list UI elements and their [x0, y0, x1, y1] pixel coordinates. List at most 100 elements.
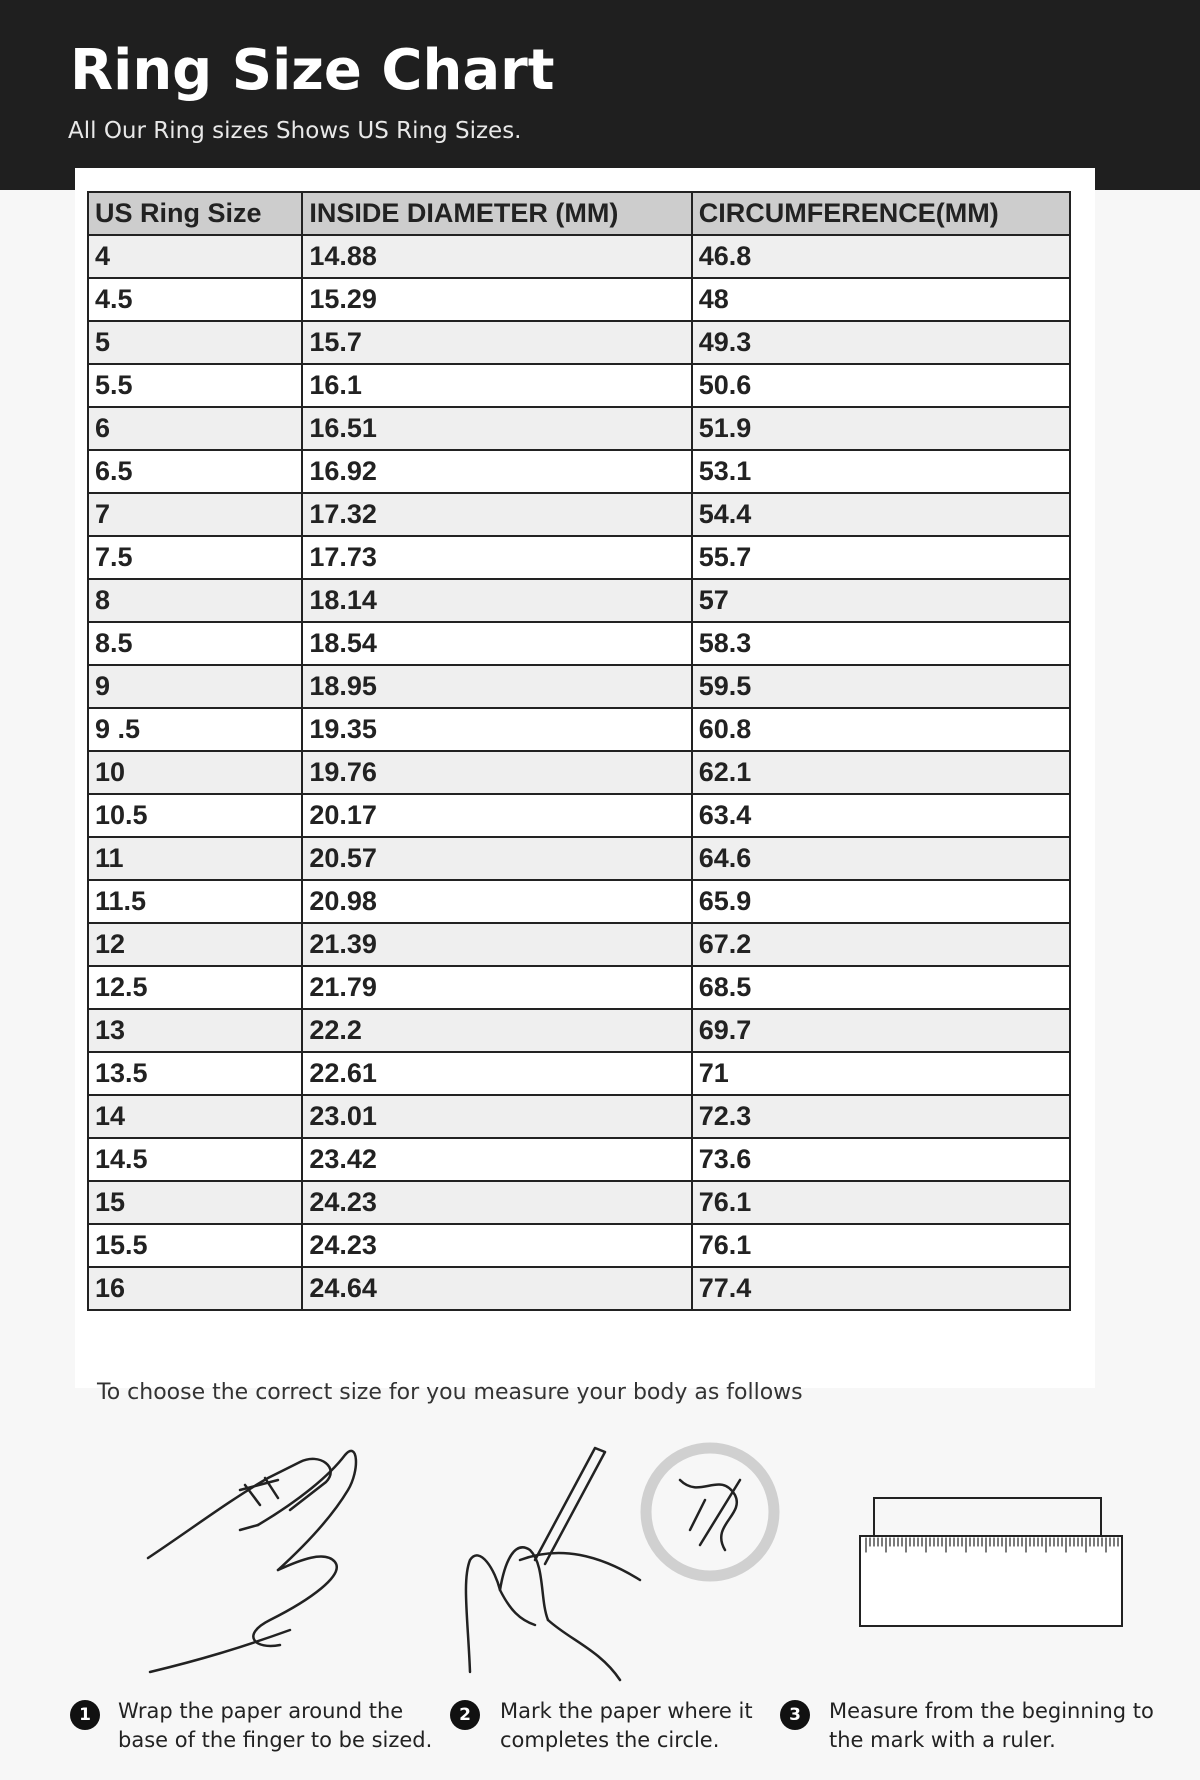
table-cell: 15.5 — [86, 1223, 304, 1268]
table-row: 14.5 23.42 73.6 — [86, 1137, 1072, 1182]
table-row: 10 19.76 62.1 — [86, 750, 1072, 795]
table-cell: 13 — [86, 1008, 304, 1053]
table-cell: 50.6 — [690, 363, 1072, 408]
table-row: 7.5 17.73 55.7 — [86, 535, 1072, 580]
table-cell: 20.17 — [301, 793, 693, 838]
hand-mark — [464, 1442, 780, 1682]
table-cell: 18.54 — [301, 621, 693, 666]
table-cell: 17.32 — [301, 492, 693, 537]
table-row: 16 24.64 77.4 — [86, 1266, 1072, 1311]
table-cell: 14.5 — [86, 1137, 304, 1182]
table-row: 9 .5 19.35 60.8 — [86, 707, 1072, 752]
header-band — [0, 0, 1200, 190]
table-cell: 8 — [86, 578, 304, 623]
table-cell: 18.95 — [301, 664, 693, 709]
table-row: 5 15.7 49.3 — [86, 320, 1072, 365]
subtitle: All Our Ring sizes Shows US Ring Sizes. — [68, 118, 522, 144]
table-row: 11.5 20.98 65.9 — [86, 879, 1072, 924]
table-cell: 60.8 — [690, 707, 1072, 752]
table-cell: 6 — [86, 406, 304, 451]
table-row: 13 22.2 69.7 — [86, 1008, 1072, 1053]
table-cell: 24.23 — [301, 1180, 693, 1225]
table-cell: 76.1 — [690, 1180, 1072, 1225]
table-cell: 54.4 — [690, 492, 1072, 537]
table-cell: 14 — [86, 1094, 304, 1139]
table-cell: 4 — [86, 234, 304, 279]
table-cell: 9 .5 — [86, 707, 304, 752]
table-cell: 15 — [86, 1180, 304, 1225]
table-row: 15.5 24.23 76.1 — [86, 1223, 1072, 1268]
table-row: 7 17.32 54.4 — [86, 492, 1072, 537]
table-cell: 7 — [86, 492, 304, 537]
table-cell: 22.2 — [301, 1008, 693, 1053]
table-cell: 68.5 — [690, 965, 1072, 1010]
ruler — [859, 1497, 1123, 1627]
table-cell: 21.79 — [301, 965, 693, 1010]
table-cell: 5.5 — [86, 363, 304, 408]
column-header: INSIDE DIAMETER (MM) — [301, 191, 693, 236]
table-row: 13.5 22.61 71 — [86, 1051, 1072, 1096]
table-cell: 63.4 — [690, 793, 1072, 838]
table-cell: 46.8 — [690, 234, 1072, 279]
table-cell: 16.92 — [301, 449, 693, 494]
table-cell: 72.3 — [690, 1094, 1072, 1139]
table-cell: 62.1 — [690, 750, 1072, 795]
step-number: 1 — [70, 1700, 100, 1730]
table-cell: 49.3 — [690, 320, 1072, 365]
step-text: Mark the paper where it completes the ci… — [500, 1699, 753, 1752]
table-cell: 21.39 — [301, 922, 693, 967]
table-cell: 10 — [86, 750, 304, 795]
table-row: 4 14.88 46.8 — [86, 234, 1072, 279]
table-cell: 12 — [86, 922, 304, 967]
table-row: 12 21.39 67.2 — [86, 922, 1072, 967]
table-cell: 24.23 — [301, 1223, 693, 1268]
table-cell: 13.5 — [86, 1051, 304, 1096]
table-cell: 4.5 — [86, 277, 304, 322]
table-cell: 8.5 — [86, 621, 304, 666]
table-cell: 11.5 — [86, 879, 304, 924]
table-cell: 15.7 — [301, 320, 693, 365]
table-row: 9 18.95 59.5 — [86, 664, 1072, 709]
title: Ring Size Chart — [70, 38, 555, 103]
table-cell: 17.73 — [301, 535, 693, 580]
table-cell: 59.5 — [690, 664, 1072, 709]
table-row: 8.5 18.54 58.3 — [86, 621, 1072, 666]
table-cell: 16 — [86, 1266, 304, 1311]
table-cell: 10.5 — [86, 793, 304, 838]
table-cell: 19.76 — [301, 750, 693, 795]
table-row: 6.5 16.92 53.1 — [86, 449, 1072, 494]
step-text: Wrap the paper around the base of the fi… — [118, 1699, 433, 1752]
table-row: 15 24.23 76.1 — [86, 1180, 1072, 1225]
table-row: 5.5 16.1 50.6 — [86, 363, 1072, 408]
table-cell: 23.42 — [301, 1137, 693, 1182]
size-table: US Ring Size INSIDE DIAMETER (MM) CIRCUMFE… — [86, 191, 1072, 1311]
table-cell: 14.88 — [301, 234, 693, 279]
table-cell: 6.5 — [86, 449, 304, 494]
table-cell: 51.9 — [690, 406, 1072, 451]
table-cell: 24.64 — [301, 1266, 693, 1311]
table-cell: 53.1 — [690, 449, 1072, 494]
header-row: US Ring Size INSIDE DIAMETER (MM) CIRCUMFE… — [86, 191, 1072, 236]
table-cell: 48 — [690, 277, 1072, 322]
table-cell: 23.01 — [301, 1094, 693, 1139]
step-text: Measure from the beginning to the mark w… — [829, 1699, 1154, 1752]
table-row: 8 18.14 57 — [86, 578, 1072, 623]
table-row: 11 20.57 64.6 — [86, 836, 1072, 881]
table-cell: 16.1 — [301, 363, 693, 408]
table-cell: 12.5 — [86, 965, 304, 1010]
table-cell: 57 — [690, 578, 1072, 623]
table-cell: 7.5 — [86, 535, 304, 580]
table-row: 12.5 21.79 68.5 — [86, 965, 1072, 1010]
table-cell: 65.9 — [690, 879, 1072, 924]
table-cell: 55.7 — [690, 535, 1072, 580]
table-cell: 73.6 — [690, 1137, 1072, 1182]
table-cell: 69.7 — [690, 1008, 1072, 1053]
instructions-intro: To choose the correct size for you measu… — [97, 1380, 803, 1405]
hand-wrap — [146, 1449, 358, 1674]
table-row: 10.5 20.17 63.4 — [86, 793, 1072, 838]
table-cell: 16.51 — [301, 406, 693, 451]
column-header: CIRCUMFERENCE(MM) — [690, 191, 1072, 236]
table-cell: 5 — [86, 320, 304, 365]
table-row: 6 16.51 51.9 — [86, 406, 1072, 451]
